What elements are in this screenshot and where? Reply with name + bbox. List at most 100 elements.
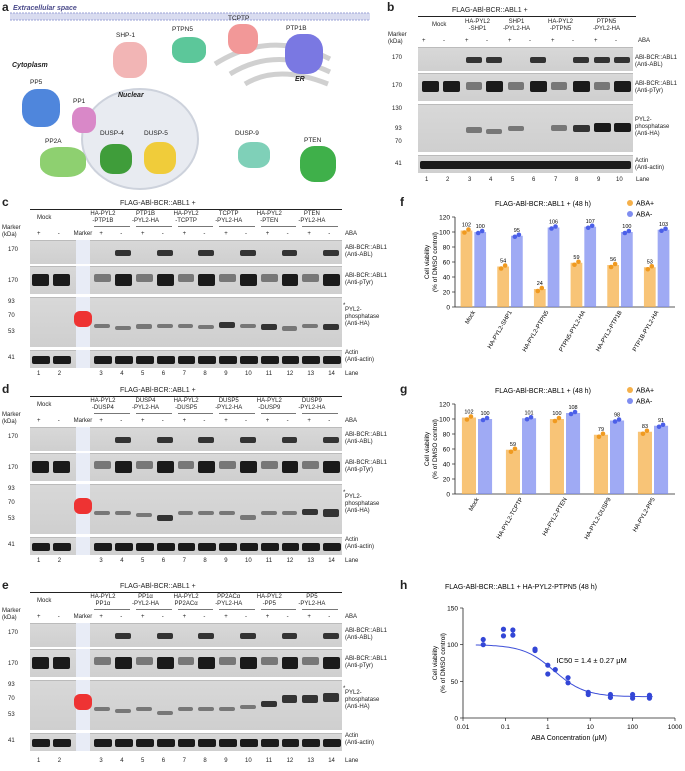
panel-label-a: a (2, 0, 9, 14)
y-tick-label: 120 (439, 215, 450, 222)
aba-sign: - (245, 418, 247, 424)
chart-title: FLAG-ABl-BCR::ABL1 + HA-PYL2-PTPN5 (48 h… (445, 584, 597, 591)
band (219, 356, 237, 364)
data-point (464, 417, 470, 422)
band (302, 739, 321, 747)
aba-sign: + (508, 38, 512, 44)
y-tick-label: 50 (451, 679, 459, 686)
band (219, 274, 236, 282)
band (323, 461, 340, 473)
data-point (524, 416, 530, 422)
lane-number: 10 (245, 758, 252, 764)
dusp5-protein-icon (144, 142, 176, 174)
band (94, 324, 111, 328)
band (52, 543, 71, 551)
legend-swatch-aba-minus (627, 398, 633, 404)
group-underline (302, 413, 338, 414)
panel-label-b: b (387, 0, 395, 14)
lane-number: 2 (57, 758, 62, 764)
aba-sign: + (307, 614, 311, 620)
group-label: HA-PYL2 -DUSP5 (173, 398, 199, 411)
aba-sign: - (286, 418, 289, 424)
band (156, 250, 173, 256)
group-label: HA-PYL2 PP2ACα (173, 594, 199, 607)
x-tick-label: 100 (627, 724, 638, 731)
marker-red-band (73, 694, 93, 710)
lane-number: 5 (141, 558, 145, 564)
cell-membrane (10, 12, 370, 21)
blot-strip (30, 350, 342, 368)
band (94, 543, 113, 551)
group-label: HA-PYL2 PP1α (90, 594, 116, 607)
lane-number: 2 (57, 371, 62, 377)
band (260, 274, 278, 282)
group-label: PP2ACα -PYL2-HA (215, 594, 243, 607)
data-point (612, 419, 618, 424)
band (302, 657, 320, 665)
y-axis-label: Cell viability (424, 431, 431, 466)
marker-lane (75, 649, 91, 677)
x-axis-label: ABA Concentration (μM) (531, 735, 607, 742)
data-point (535, 288, 541, 294)
blot-b-anti-ha (418, 104, 633, 152)
star-mark: * (343, 686, 346, 692)
label-pp1: PP1 (73, 98, 86, 105)
lane-number: 9 (224, 371, 228, 377)
aba-sign: + (141, 614, 145, 620)
band (302, 461, 320, 469)
data-point (556, 415, 562, 421)
marker-label: Marker (73, 231, 93, 237)
y-tick-label: 0 (446, 305, 450, 312)
aba-sign: + (465, 38, 469, 44)
band (260, 324, 277, 330)
group-label: HA-PYL2 -PTEN (256, 211, 282, 224)
data-point (498, 266, 504, 271)
x-tick-label: Mock (465, 309, 478, 325)
pp1-protein-icon (72, 107, 96, 133)
data-point (510, 632, 516, 638)
data-point (608, 264, 614, 270)
y-tick-label: 100 (439, 417, 450, 424)
band (115, 739, 133, 747)
band (240, 739, 258, 747)
kda-tick: 170 (8, 630, 19, 636)
star-mark: * (343, 490, 346, 496)
group-label: HA-PYL2 -PTP1B (90, 211, 116, 224)
group-underline (94, 413, 130, 414)
lane-label: Lane (636, 177, 650, 183)
lane-number: 3 (99, 371, 103, 377)
x-tick-label: HA-PYL2-PTEN (542, 497, 569, 537)
blot-panel-c: FLAG-ABl-BCR::ABL1 + Mock HA-PYL2 -PTP1B PT… (0, 195, 400, 377)
y-tick-label: 40 (443, 462, 451, 469)
band (94, 356, 113, 364)
aba-sign: + (551, 38, 555, 44)
lane-number: 8 (203, 758, 207, 764)
label-extracellular: Extracellular space (13, 5, 77, 12)
data-label: 100 (552, 411, 561, 417)
blot-b-group-3: SHP1 -PYL2-HA (503, 19, 531, 32)
aba-sign: + (141, 418, 145, 424)
bar-aba-minus (654, 425, 669, 494)
y-axis-label: (% of DMSO control) (432, 419, 439, 479)
band (136, 543, 154, 551)
lane-number: 6 (161, 558, 166, 564)
row-label: Actin (Anti-actin) (345, 537, 375, 550)
band (177, 356, 196, 364)
group-underline (260, 609, 297, 610)
lane-number: 4 (120, 758, 124, 764)
data-point (660, 422, 666, 428)
pten-protein-icon (300, 146, 336, 182)
data-point (589, 223, 595, 229)
data-point (640, 431, 646, 437)
band (281, 461, 299, 473)
data-point (626, 228, 632, 234)
band (177, 274, 195, 282)
group-underline (177, 609, 214, 610)
legend-swatch-aba-plus (627, 200, 633, 206)
lane-number: 11 (265, 371, 273, 377)
band (177, 324, 194, 328)
x-tick-label: HA-PYL2-TCPTP (496, 497, 525, 540)
aba-sign: - (120, 418, 123, 424)
band (94, 739, 113, 747)
lane-number: 1 (37, 758, 41, 764)
